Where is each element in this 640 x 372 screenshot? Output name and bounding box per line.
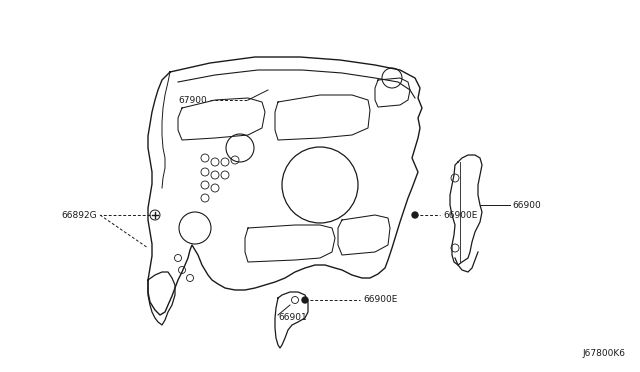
Text: J67800K6: J67800K6 [582, 349, 625, 358]
Circle shape [412, 212, 418, 218]
Text: 66892G: 66892G [61, 211, 97, 219]
Text: 66900: 66900 [512, 201, 541, 209]
Text: 66900E: 66900E [443, 211, 477, 219]
Circle shape [302, 297, 308, 303]
Text: 67900: 67900 [179, 96, 207, 105]
Text: 66901: 66901 [278, 314, 307, 323]
Text: 66900E: 66900E [363, 295, 397, 305]
